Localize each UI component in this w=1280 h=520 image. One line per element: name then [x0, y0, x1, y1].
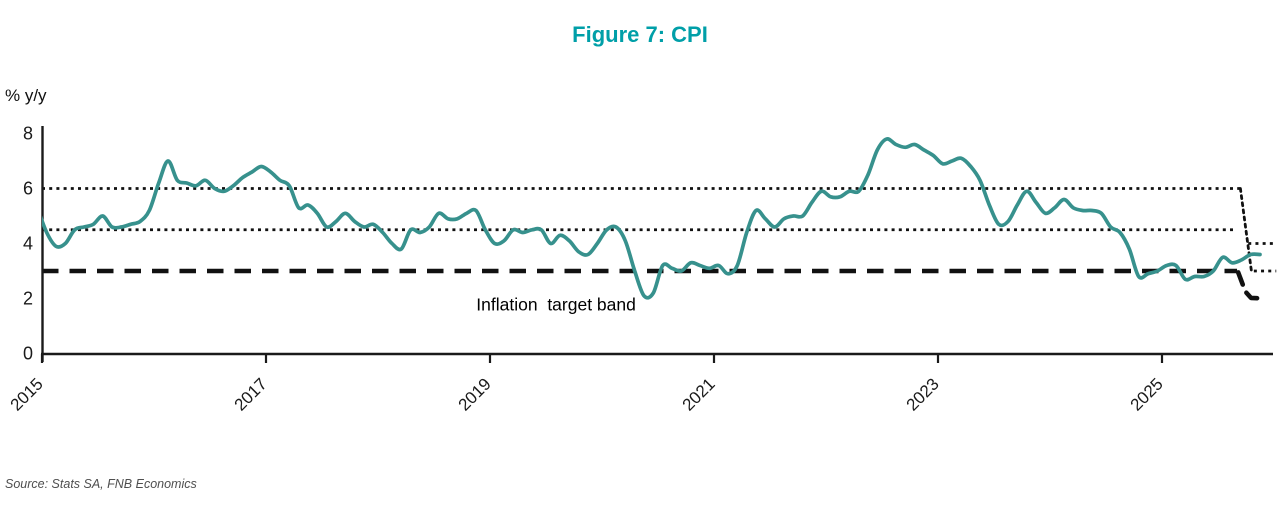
y-tick-label-0: 0	[23, 344, 33, 364]
y-tick-label-2: 2	[23, 289, 33, 309]
x-tick-label-2015: 2015	[7, 374, 47, 414]
x-tick-label-2019: 2019	[455, 374, 495, 414]
y-axis-title: % y/y	[5, 86, 47, 105]
x-tick-label-2025: 2025	[1127, 374, 1167, 414]
source-note: Source: Stats SA, FNB Economics	[5, 477, 197, 491]
y-tick-label-6: 6	[23, 179, 33, 199]
x-tick-label-2023: 2023	[903, 374, 943, 414]
target-step-down-to-2	[1235, 270, 1265, 301]
x-tick-label-2021: 2021	[679, 374, 719, 414]
cpi-series-line	[42, 137, 1262, 300]
y-tick-label-8: 8	[23, 124, 33, 144]
band-step-down-dotted	[1239, 187, 1253, 274]
chart-title: Figure 7: CPI	[572, 22, 708, 47]
y-tick-label-4: 4	[23, 234, 33, 254]
inflation-target-band-label: Inflation target band	[476, 294, 636, 315]
x-tick-label-2017: 2017	[231, 374, 271, 414]
